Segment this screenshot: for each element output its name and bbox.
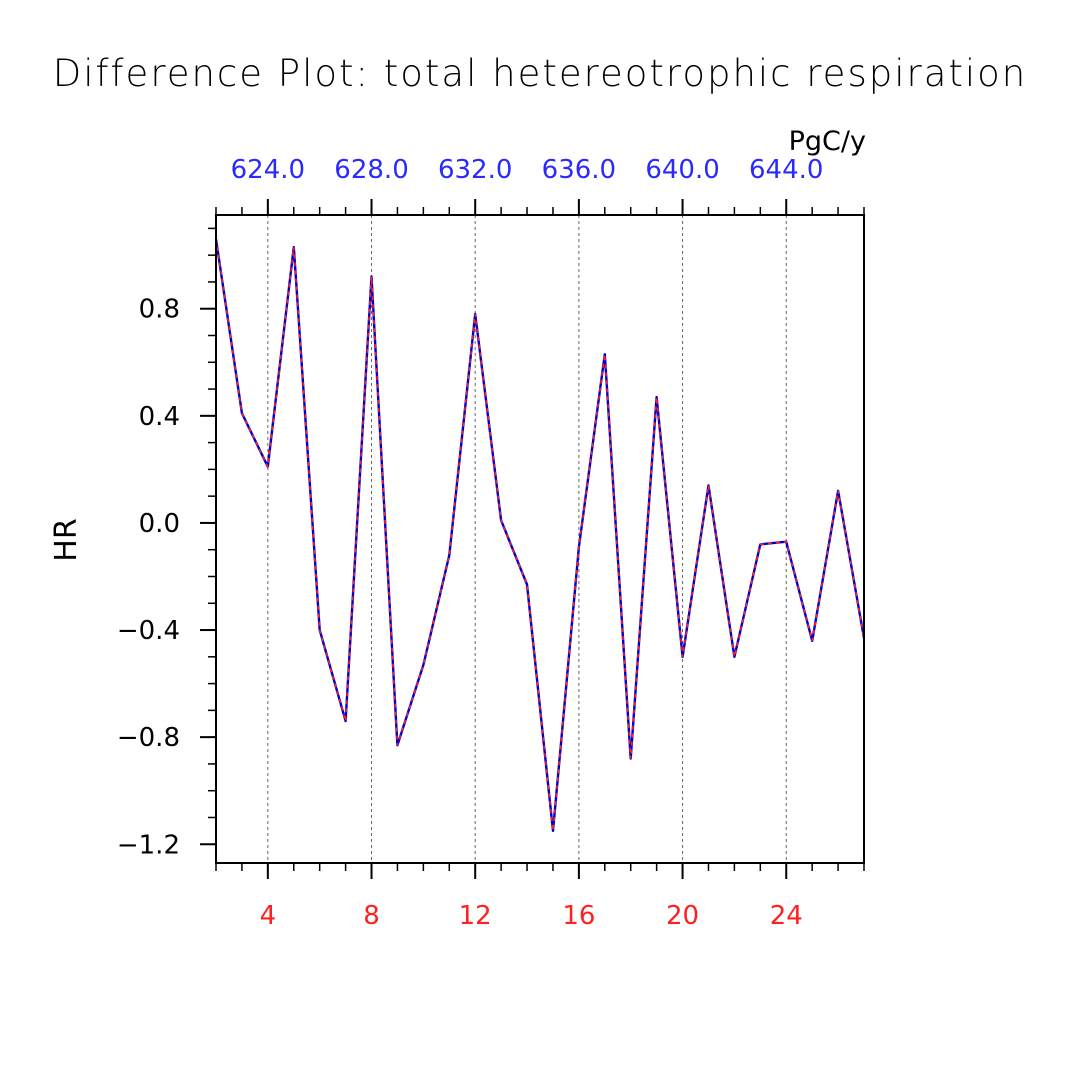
top-tick-label: 640.0 [645, 155, 719, 185]
y-axis-label: HR [49, 518, 84, 561]
x-tick-label: 16 [562, 901, 595, 931]
x-tick-label: 4 [260, 901, 277, 931]
top-tick-label: 644.0 [749, 155, 823, 185]
x-tick-label: 24 [770, 901, 803, 931]
x-tick-label: 20 [666, 901, 699, 931]
y-tick-label: −0.4 [117, 616, 180, 646]
units-label: PgC/y [789, 126, 866, 157]
series-line-dashed [215, 238, 865, 831]
y-tick-label: 0.0 [139, 509, 180, 539]
top-tick-label: 628.0 [334, 155, 408, 185]
top-tick-label: 632.0 [438, 155, 512, 185]
chart-title: Difference Plot: total hetereotrophic re… [52, 52, 1028, 95]
plot-frame [215, 214, 865, 864]
x-tick-label: 12 [459, 901, 492, 931]
top-tick-label: 624.0 [231, 155, 305, 185]
y-tick-label: 0.8 [139, 295, 180, 325]
y-tick-label: −1.2 [117, 830, 180, 860]
x-tick-label: 8 [363, 901, 380, 931]
y-tick-label: −0.8 [117, 723, 180, 753]
y-tick-label: 0.4 [139, 402, 180, 432]
top-tick-label: 636.0 [542, 155, 616, 185]
